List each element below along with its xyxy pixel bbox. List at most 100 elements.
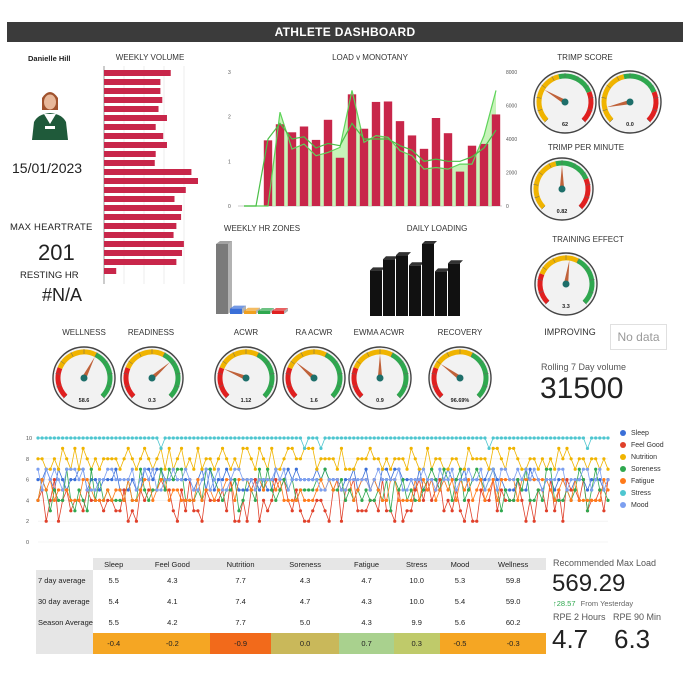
table-cell: 5.3 (454, 576, 466, 585)
table-cell: 5.5 (108, 618, 119, 627)
gauge-svg: 0.9 (348, 346, 412, 410)
data-point (89, 498, 93, 502)
data-point (389, 478, 393, 482)
bar (104, 187, 186, 193)
data-point (335, 467, 339, 471)
data-point (208, 457, 212, 461)
data-point (503, 488, 508, 492)
data-point (401, 436, 405, 440)
data-point (471, 457, 475, 461)
athlete-photo (28, 84, 72, 140)
data-point (360, 457, 364, 461)
data-point (602, 488, 606, 492)
data-point (233, 467, 237, 471)
data-point (257, 478, 262, 482)
data-point (413, 457, 417, 461)
gauge-svg: 62 (533, 70, 597, 134)
data-point (302, 488, 307, 492)
bar-top (435, 268, 450, 272)
data-point (81, 509, 85, 513)
data-point (417, 498, 421, 502)
data-point (409, 498, 413, 502)
data-point (401, 478, 405, 482)
data-point (200, 519, 204, 523)
bar-top (448, 260, 463, 264)
gauge-tick (268, 385, 274, 388)
data-point (397, 488, 401, 492)
data-point (208, 436, 212, 440)
gauge-hub (456, 374, 464, 382)
gauge-band (217, 367, 230, 399)
data-point (311, 509, 315, 513)
data-point (282, 457, 286, 461)
data-point (487, 478, 491, 482)
rpe-90-min-label: RPE 90 Min (613, 612, 662, 622)
data-point (343, 498, 348, 502)
data-point (118, 478, 122, 482)
data-point (360, 478, 364, 482)
acwr-gauge: 1.12 (212, 344, 280, 412)
data-point (384, 457, 389, 461)
bar-top (409, 262, 424, 266)
gauge-tick (588, 97, 594, 99)
gauge-tick (324, 352, 328, 357)
rpe-2-hours-label: RPE 2 Hours (553, 612, 606, 622)
data-point (376, 436, 380, 440)
bar-top (383, 256, 398, 260)
data-point (602, 478, 606, 482)
data-point (134, 519, 139, 523)
data-point (598, 467, 602, 471)
data-point (548, 478, 553, 482)
gauge-tick (537, 279, 543, 281)
data-point (257, 436, 262, 440)
y2-tick-label: 2000 (506, 171, 517, 177)
data-point (421, 488, 426, 492)
legend-item: Nutrition (620, 452, 664, 464)
rolling-volume-value: 31500 (540, 372, 624, 405)
data-point (147, 498, 151, 502)
gauge-hub (148, 374, 156, 382)
data-point (196, 478, 200, 482)
data-point (278, 488, 282, 492)
table-cell: 7.7 (235, 618, 246, 627)
data-point (73, 446, 77, 450)
data-point (138, 436, 143, 440)
data-point (196, 446, 200, 450)
trimp-score-title: TRIMP SCORE (557, 53, 613, 62)
data-point (339, 446, 344, 450)
gauge-tick (106, 385, 112, 388)
gauge-tick (222, 360, 227, 365)
data-point (97, 498, 102, 502)
data-point (171, 467, 175, 471)
data-point (245, 488, 249, 492)
difference-cell: -0.4 (92, 633, 135, 654)
data-point (553, 467, 557, 471)
trimp-per-minute-gauge: 0.82 (528, 155, 596, 223)
data-point (389, 467, 393, 471)
data-point (212, 436, 216, 440)
data-point (102, 436, 106, 440)
data-point (134, 467, 139, 471)
data-point (327, 457, 331, 461)
data-point (266, 478, 270, 482)
data-point (245, 436, 249, 440)
data-point (569, 436, 573, 440)
data-point (175, 478, 180, 482)
data-point (573, 436, 577, 440)
gauge-value: 62 (562, 122, 568, 128)
table-cell: 4.2 (167, 618, 178, 627)
data-point (65, 436, 69, 440)
bar (104, 106, 159, 112)
table-cell: 4.3 (361, 597, 372, 606)
data-point (282, 478, 286, 482)
data-point (151, 498, 155, 502)
data-point (466, 488, 471, 492)
data-point (409, 488, 413, 492)
data-point (335, 488, 339, 492)
bar (104, 115, 167, 121)
data-point (102, 457, 106, 461)
data-point (438, 478, 442, 482)
data-point (192, 467, 196, 471)
table-cell: 4.3 (299, 576, 311, 585)
gauge-hub (558, 185, 566, 193)
